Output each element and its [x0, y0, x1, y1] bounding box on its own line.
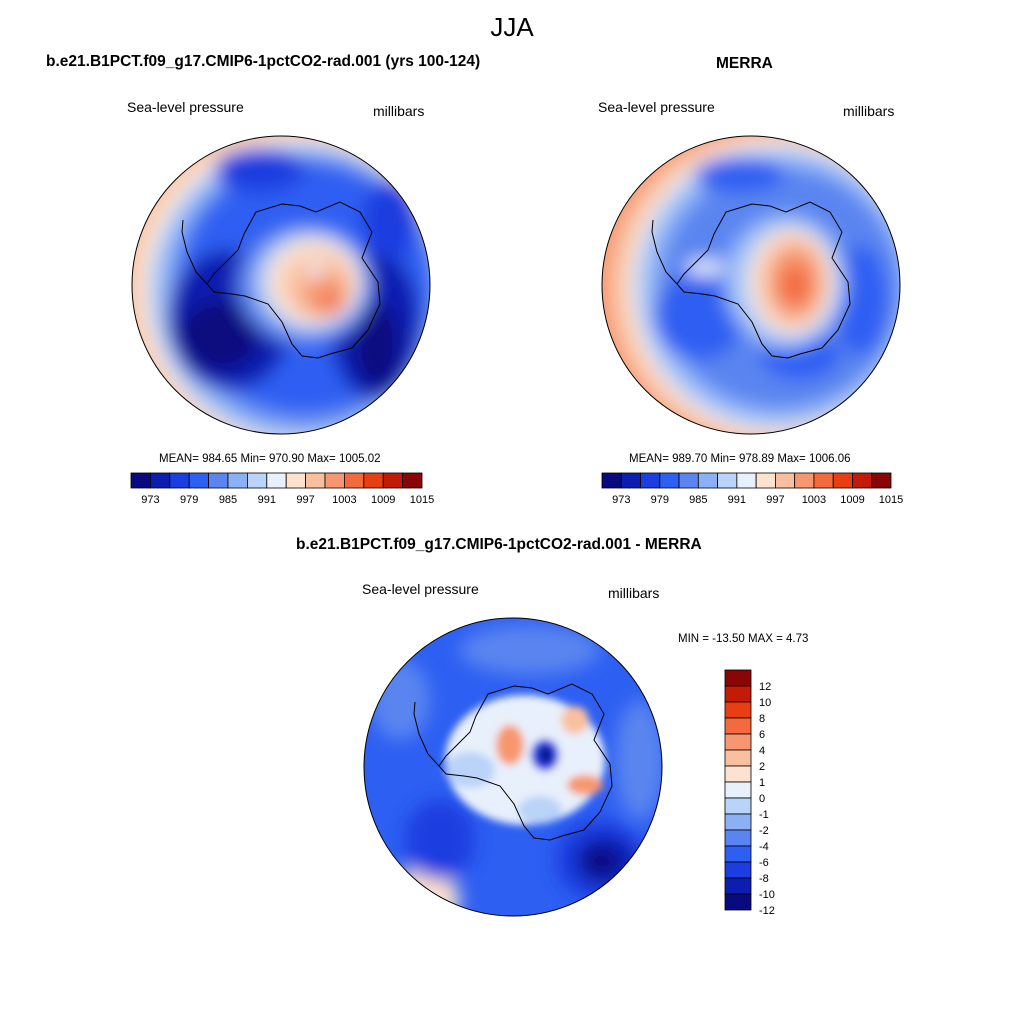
- colorbar-swatch: [208, 472, 229, 489]
- colorbar-tick-label: 1003: [802, 494, 826, 506]
- colorbar-tick-label: -2: [759, 825, 769, 837]
- map-difference: [363, 617, 663, 917]
- colorbar-swatch: [382, 472, 404, 489]
- colorbar-tick-label: 1003: [332, 494, 356, 506]
- colorbar-swatch: [832, 472, 853, 489]
- colorbar-swatch: [724, 845, 752, 863]
- colorbar-tick-label: 997: [296, 494, 314, 506]
- panel3-units-label: millibars: [608, 585, 660, 601]
- colorbar-swatch: [724, 765, 752, 783]
- colorbar-tick-label: 973: [612, 494, 630, 506]
- colorbar-tick-label: 2: [759, 761, 765, 773]
- colorbar-swatch: [724, 701, 752, 719]
- colorbar-swatch: [755, 472, 776, 489]
- colorbar-swatch: [620, 472, 641, 489]
- colorbar-tick-label: 12: [759, 681, 771, 693]
- panel2-stats: MEAN= 989.70 Min= 978.89 Max= 1006.06: [629, 453, 851, 465]
- panel2-title: MERRA: [716, 55, 773, 72]
- colorbar-swatch: [324, 472, 345, 489]
- colorbar-swatch: [601, 472, 622, 489]
- colorbar-tick-label: 973: [141, 494, 159, 506]
- colorbar-merra: 973 979 985 991 997 1003 1009 1015: [601, 472, 903, 506]
- colorbar-tick-label: 4: [759, 745, 765, 757]
- colorbar-tick-label: 979: [651, 494, 669, 506]
- colorbar-tick-label: 991: [258, 494, 276, 506]
- map-model-slp: [131, 135, 431, 435]
- colorbar-swatch: [246, 472, 268, 489]
- panel3-title: b.e21.B1PCT.f09_g17.CMIP6-1pctCO2-rad.00…: [296, 536, 702, 553]
- panel3-stats: MIN = -13.50 MAX = 4.73: [678, 633, 809, 645]
- colorbar-swatch: [724, 813, 752, 831]
- colorbar-swatch: [724, 685, 752, 703]
- colorbar-swatch: [130, 472, 151, 489]
- panel1-stats: MEAN= 984.65 Min= 970.90 Max= 1005.02: [159, 453, 381, 465]
- colorbar-model: 973 979 985 991 997 1003 1009 1015: [130, 472, 434, 506]
- colorbar-swatch: [724, 733, 752, 751]
- colorbar-swatch: [724, 717, 752, 735]
- colorbar-tick-label: -8: [759, 873, 769, 885]
- colorbar-tick-label: -1: [759, 809, 769, 821]
- colorbar-tick-label: -6: [759, 857, 769, 869]
- colorbar-tick-label: -12: [759, 905, 775, 917]
- colorbar-swatch: [343, 472, 365, 489]
- colorbar-swatch: [402, 472, 423, 489]
- colorbar-swatch: [736, 472, 757, 489]
- map-merra-slp: [601, 135, 901, 435]
- colorbar-swatch: [285, 472, 307, 489]
- colorbar-swatch: [697, 472, 718, 489]
- colorbar-swatch: [724, 893, 752, 911]
- colorbar-swatch: [305, 472, 326, 489]
- colorbar-tick-label: 991: [728, 494, 746, 506]
- colorbar-tick-label: 1015: [410, 494, 434, 506]
- colorbar-swatch: [188, 472, 209, 489]
- colorbar-swatch: [724, 797, 752, 815]
- colorbar-tick-label: 979: [180, 494, 198, 506]
- colorbar-swatch: [724, 669, 752, 687]
- panel1-title: b.e21.B1PCT.f09_g17.CMIP6-1pctCO2-rad.00…: [46, 53, 481, 70]
- panel1-variable-label: Sea-level pressure: [127, 99, 244, 115]
- colorbar-tick-label: 6: [759, 729, 765, 741]
- colorbar-swatch: [266, 472, 287, 489]
- colorbar-swatch: [813, 472, 834, 489]
- colorbar-tick-label: 985: [219, 494, 237, 506]
- colorbar-swatch: [717, 472, 738, 489]
- colorbar-tick-label: 985: [689, 494, 707, 506]
- panel2-variable-label: Sea-level pressure: [598, 99, 715, 115]
- colorbar-swatch: [363, 472, 384, 489]
- figure-title: JJA: [490, 12, 534, 42]
- colorbar-tick-label: 1015: [879, 494, 903, 506]
- colorbar-tick-label: -4: [759, 841, 769, 853]
- colorbar-swatch: [775, 472, 796, 489]
- panel2-units-label: millibars: [843, 103, 895, 119]
- colorbar-swatch: [169, 472, 190, 489]
- colorbar-tick-label: -10: [759, 889, 775, 901]
- panel3-variable-label: Sea-level pressure: [362, 581, 479, 597]
- colorbar-tick-label: 1009: [840, 494, 864, 506]
- colorbar-swatch: [149, 472, 171, 489]
- colorbar-swatch: [678, 472, 699, 489]
- colorbar-swatch: [724, 829, 752, 847]
- colorbar-tick-label: 997: [766, 494, 784, 506]
- panel1-units-label: millibars: [373, 103, 425, 119]
- colorbar-swatch: [724, 861, 752, 879]
- colorbar-tick-label: 10: [759, 697, 771, 709]
- colorbar-swatch: [871, 472, 892, 489]
- colorbar-swatch: [724, 749, 752, 767]
- colorbar-tick-label: 0: [759, 793, 765, 805]
- colorbar-tick-label: 1: [759, 777, 765, 789]
- colorbar-swatch: [227, 472, 248, 489]
- colorbar-swatch: [724, 781, 752, 799]
- colorbar-swatch: [724, 877, 752, 895]
- colorbar-tick-label: 1009: [371, 494, 395, 506]
- colorbar-swatch: [640, 472, 661, 489]
- colorbar-swatch: [659, 472, 680, 489]
- colorbar-tick-label: 8: [759, 713, 765, 725]
- colorbar-swatch: [852, 472, 873, 489]
- colorbar-swatch: [794, 472, 815, 489]
